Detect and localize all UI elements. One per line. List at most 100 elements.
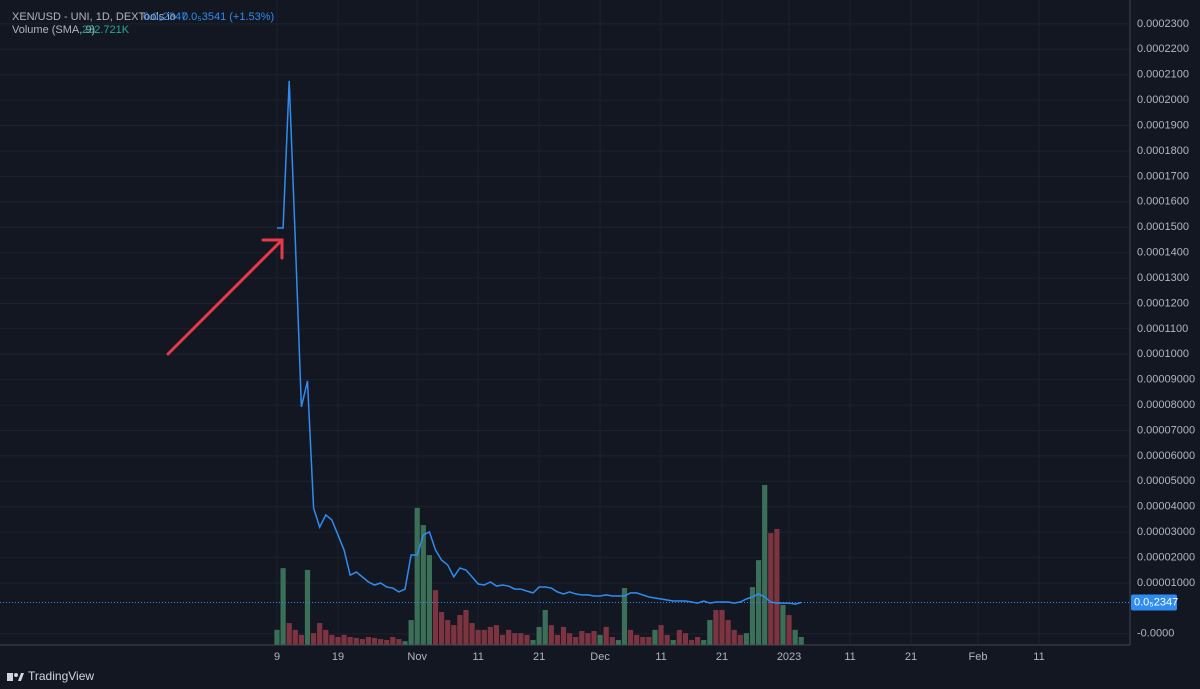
- volume-bar: [640, 636, 646, 645]
- y-tick-label: 0.0001200: [1137, 297, 1189, 309]
- volume-bar: [335, 636, 341, 645]
- volume-bar: [286, 623, 292, 645]
- volume-bar: [438, 612, 445, 645]
- x-tick-label: 19: [332, 651, 344, 663]
- volume-bar: [298, 634, 304, 645]
- last-price-badge: [1131, 594, 1177, 611]
- volume-bar: [713, 609, 719, 645]
- y-tick-label: 0.0001500: [1137, 221, 1189, 233]
- volume-bar: [365, 636, 372, 645]
- volume-bar: [609, 636, 615, 645]
- volume-bar: [719, 609, 725, 645]
- x-tick-label: Feb: [969, 651, 988, 663]
- last-price-badge-label: 0.0₅2347: [1134, 596, 1178, 608]
- x-tick-label: 11: [472, 651, 483, 663]
- volume-bar: [530, 639, 536, 645]
- volume-sma: 232.721K: [82, 24, 130, 36]
- volume-bar: [743, 633, 749, 645]
- last-price: 0.0₅2347: [143, 11, 187, 23]
- volume-bar: [621, 588, 628, 645]
- volume-bar: [573, 636, 579, 645]
- volume-bar: [347, 636, 353, 645]
- volume-bar: [518, 633, 524, 645]
- y-tick-label: 0.0002300: [1137, 18, 1189, 30]
- volume-bar: [396, 639, 402, 645]
- volume-bar: [701, 639, 707, 645]
- y-tick-label: 0.00004000: [1137, 501, 1195, 513]
- volume-bar: [378, 639, 384, 645]
- price-line: [277, 80, 802, 605]
- volume-bar: [664, 634, 670, 645]
- x-tick-label: 21: [905, 651, 917, 663]
- volume-bar: [292, 629, 298, 645]
- x-tick-label: 2023: [777, 651, 801, 663]
- volume-bar: [737, 634, 743, 645]
- volume-bar: [390, 636, 396, 645]
- volume-bar: [603, 626, 609, 645]
- volume-bar: [463, 609, 469, 645]
- x-tick-label: 21: [716, 651, 728, 663]
- volume-bar: [310, 633, 317, 645]
- y-tick-label: 0.00002000: [1137, 551, 1195, 563]
- y-tick-label: 0.0001700: [1137, 170, 1189, 182]
- y-tick-label: 0.00009000: [1137, 374, 1195, 386]
- y-tick-label: 0.0001300: [1137, 272, 1189, 284]
- volume-bar: [329, 634, 335, 645]
- volume-bar: [512, 633, 518, 645]
- volume-bar: [323, 629, 329, 645]
- volume-bar: [798, 636, 804, 645]
- volume-bar: [627, 629, 634, 645]
- y-tick-label: 0.0001400: [1137, 247, 1189, 259]
- y-tick-label: 0.0001100: [1137, 323, 1188, 335]
- volume-bar: [579, 631, 585, 645]
- volume-bar: [652, 629, 658, 645]
- volume-bar: [682, 633, 689, 645]
- brand-name: TradingView: [28, 669, 94, 683]
- volume-bar: [585, 633, 591, 645]
- y-tick-label: 0.0001000: [1137, 348, 1189, 360]
- volume-pane: [274, 485, 804, 645]
- y-tick-label: 0.0002100: [1137, 69, 1189, 81]
- volume-bar: [755, 560, 762, 645]
- volume-bar: [451, 625, 457, 645]
- volume-bar: [506, 629, 512, 645]
- grid: [0, 0, 1130, 645]
- volume-bar: [426, 555, 432, 645]
- volume-bar: [317, 623, 323, 645]
- y-tick-label: 0.0001600: [1137, 196, 1189, 208]
- volume-bar: [408, 620, 414, 645]
- volume-bar: [353, 637, 359, 645]
- volume-bar: [481, 629, 487, 645]
- brand-logo: [7, 673, 24, 681]
- volume-bar: [493, 625, 500, 645]
- volume-bar: [371, 637, 378, 645]
- volume-bar: [542, 609, 548, 645]
- volume-bar: [524, 634, 530, 645]
- volume-bar: [414, 507, 420, 645]
- volume-bar: [725, 620, 731, 645]
- volume-bar: [475, 629, 481, 645]
- volume-bar: [792, 629, 798, 645]
- volume-bar: [786, 615, 792, 645]
- volume-title: Volume (SMA, 9): [12, 24, 95, 36]
- volume-bar: [768, 533, 774, 645]
- y-tick-label: 0.00001000: [1137, 577, 1195, 589]
- volume-bar: [536, 626, 542, 645]
- volume-bar: [432, 590, 439, 645]
- volume-bar: [780, 604, 786, 645]
- volume-bar: [762, 485, 768, 645]
- volume-bar: [469, 623, 475, 645]
- volume-bar: [670, 639, 676, 645]
- volume-bar: [567, 633, 573, 645]
- x-tick-label: Nov: [407, 651, 427, 663]
- volume-bar: [560, 626, 567, 645]
- y-tick-label: 0.00006000: [1137, 450, 1195, 462]
- volume-bar: [274, 629, 280, 645]
- y-tick-label: 0.00007000: [1137, 424, 1195, 436]
- y-tick-label: 0.0001800: [1137, 145, 1189, 157]
- y-tick-label: 0.00008000: [1137, 399, 1195, 411]
- symbol-title: XEN/USD - UNI, 1D, DEXTools.io: [12, 11, 176, 23]
- volume-bar: [457, 615, 463, 645]
- volume-bar: [548, 625, 554, 645]
- volume-bar: [634, 634, 640, 645]
